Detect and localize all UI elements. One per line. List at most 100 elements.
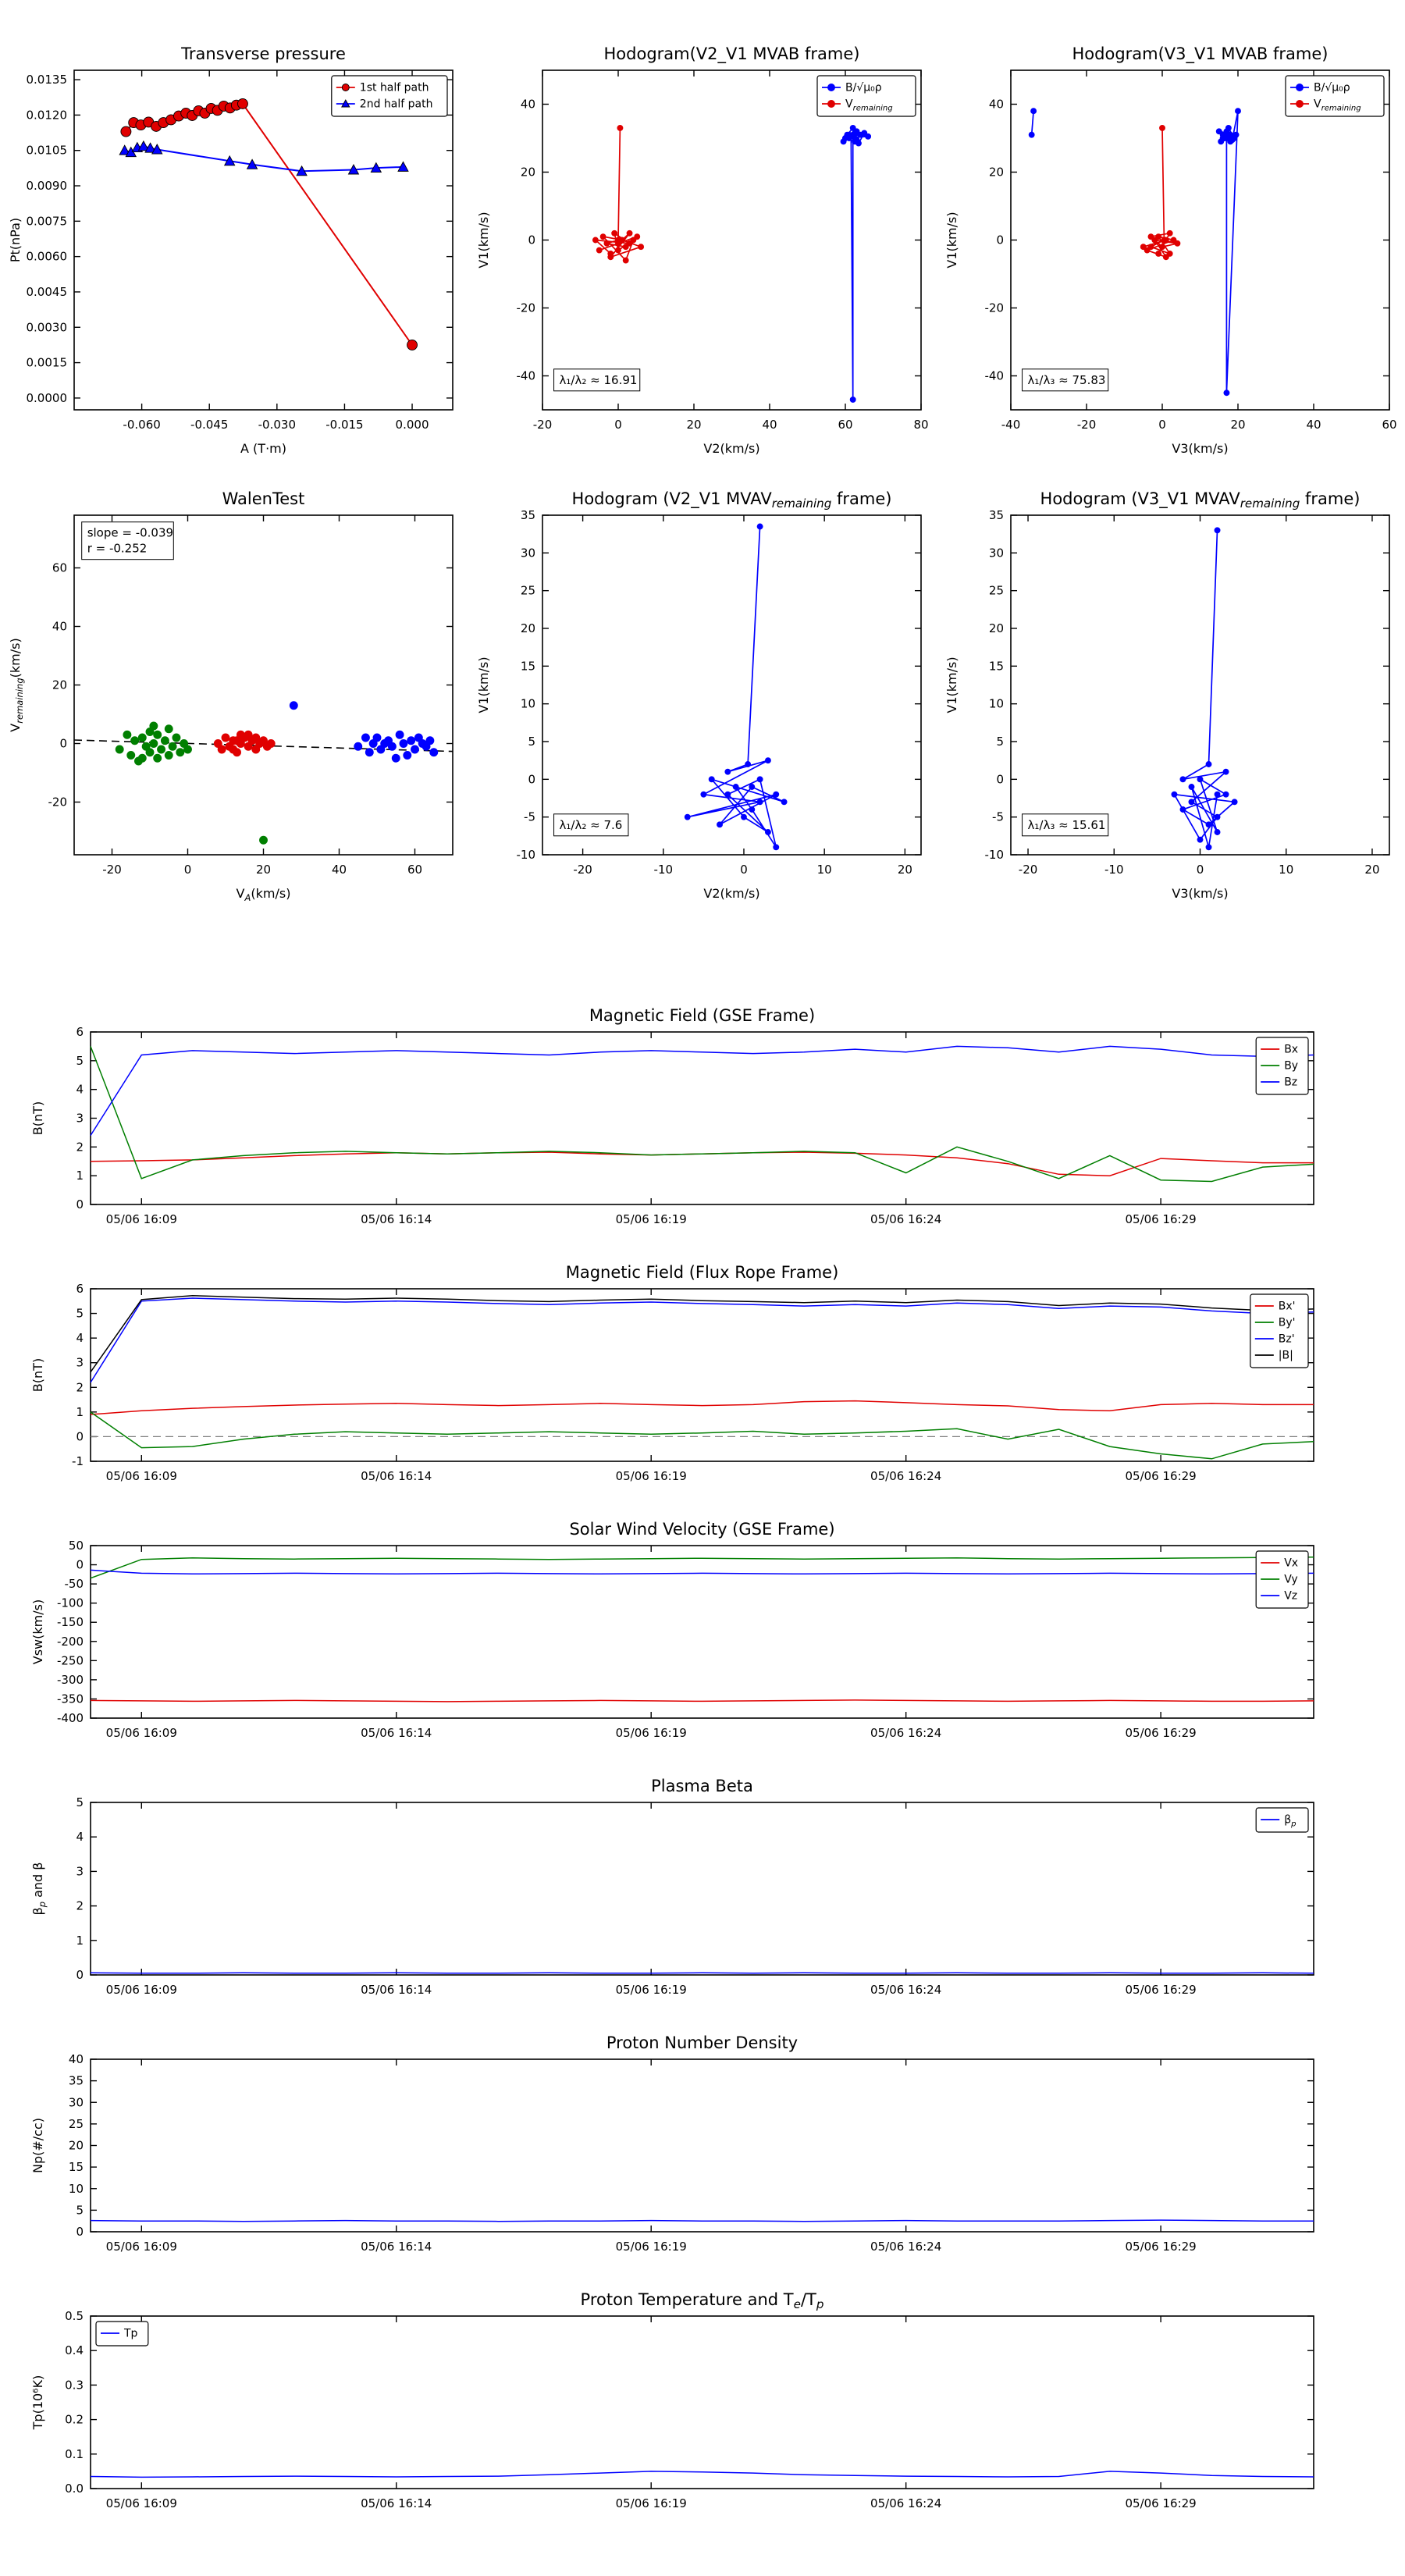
- svg-text:-100: -100: [57, 1596, 84, 1610]
- plasma-beta-svg: Plasma Beta 05/06 16:09 05/06 16:14 05/06 1…: [30, 1777, 1314, 1997]
- chart-magnetic-field-gse: Magnetic Field (GSE Frame) 05/06 16:09 05/…: [0, 996, 1405, 1253]
- svg-text:-20: -20: [1077, 418, 1097, 432]
- svg-text:05/06 16:29: 05/06 16:29: [1126, 1983, 1197, 1997]
- svg-text:VA(km/s): VA(km/s): [237, 886, 291, 903]
- svg-text:V1(km/s): V1(km/s): [476, 656, 491, 713]
- hodogram-v3v1-mvab-svg: Hodogram(V3_V1 MVAB frame) -40 -20 0 20 40 60 -…: [944, 44, 1397, 456]
- svg-text:05/06 16:29: 05/06 16:29: [1126, 1469, 1197, 1483]
- svg-text:20: 20: [256, 863, 271, 877]
- svg-text:0.0135: 0.0135: [27, 73, 68, 87]
- svg-text:20: 20: [1230, 418, 1245, 432]
- svg-text:Vx: Vx: [1284, 1557, 1298, 1570]
- svg-text:20: 20: [521, 165, 535, 180]
- svg-text:0.0: 0.0: [65, 2482, 84, 2496]
- svg-text:0: 0: [528, 233, 535, 247]
- svg-text:Magnetic Field (GSE Frame): Magnetic Field (GSE Frame): [589, 1006, 815, 1025]
- svg-text:4: 4: [76, 1083, 84, 1097]
- svg-text:V3(km/s): V3(km/s): [1172, 886, 1228, 901]
- svg-text:Tp(10⁶K): Tp(10⁶K): [30, 2375, 45, 2431]
- svg-text:-20: -20: [1019, 863, 1038, 877]
- svg-text:-40: -40: [985, 369, 1005, 383]
- svg-text:40: 40: [989, 98, 1004, 112]
- chart-hodogram-v3v1-mvab: Hodogram(V3_V1 MVAB frame) -40 -20 0 20 40 60 -…: [937, 31, 1405, 476]
- svg-text:0: 0: [76, 2225, 84, 2239]
- svg-text:Bz: Bz: [1284, 1076, 1297, 1089]
- svg-text:4: 4: [76, 1331, 84, 1345]
- svg-text:20: 20: [686, 418, 701, 432]
- svg-text:Hodogram(V2_V1 MVAB frame): Hodogram(V2_V1 MVAB frame): [604, 44, 860, 64]
- svg-text:60: 60: [838, 418, 852, 432]
- svg-text:40: 40: [762, 418, 777, 432]
- svg-text:05/06 16:29: 05/06 16:29: [1126, 2240, 1197, 2254]
- svg-text:0: 0: [76, 1968, 84, 1982]
- chart-proton-number-density: Proton Number Density 05/06 16:09 05/06 16…: [0, 2023, 1405, 2280]
- svg-text:50: 50: [69, 1539, 84, 1553]
- svg-text:15: 15: [989, 659, 1004, 673]
- svg-text:35: 35: [521, 508, 535, 522]
- svg-text:0.2: 0.2: [65, 2413, 84, 2427]
- svg-text:05/06 16:14: 05/06 16:14: [361, 1469, 432, 1483]
- svg-text:05/06 16:29: 05/06 16:29: [1126, 1726, 1197, 1740]
- svg-text:B/√μ₀ρ: B/√μ₀ρ: [1314, 82, 1350, 94]
- svg-text:60: 60: [407, 863, 422, 877]
- svg-text:Hodogram(V3_V1 MVAB frame): Hodogram(V3_V1 MVAB frame): [1072, 44, 1329, 64]
- svg-text:15: 15: [69, 2160, 84, 2174]
- svg-text:5: 5: [76, 1795, 84, 1809]
- svg-text:Vy: Vy: [1284, 1574, 1298, 1586]
- svg-text:05/06 16:19: 05/06 16:19: [616, 1726, 687, 1740]
- svg-text:1st half path: 1st half path: [360, 82, 429, 94]
- svg-text:2: 2: [76, 1899, 84, 1913]
- svg-text:Bz': Bz': [1279, 1333, 1295, 1346]
- svg-text:20: 20: [52, 678, 67, 692]
- svg-text:V1(km/s): V1(km/s): [476, 212, 491, 268]
- svg-text:40: 40: [521, 98, 535, 112]
- svg-text:-20: -20: [533, 418, 553, 432]
- svg-text:-250: -250: [57, 1653, 84, 1667]
- svg-text:|B|: |B|: [1279, 1350, 1293, 1362]
- svg-text:2nd half path: 2nd half path: [360, 98, 433, 111]
- svg-text:05/06 16:24: 05/06 16:24: [870, 1983, 941, 1997]
- time-series-block: Magnetic Field (GSE Frame) 05/06 16:09 05/…: [0, 996, 1405, 2537]
- svg-text:λ₁/λ₂ ≈ 7.6: λ₁/λ₂ ≈ 7.6: [560, 818, 623, 832]
- svg-text:5: 5: [76, 2203, 84, 2217]
- svg-text:2: 2: [76, 1380, 84, 1394]
- chart-hodogram-v2v1-mvab: Hodogram(V2_V1 MVAB frame) -20 0 20 40 60 80 -4…: [468, 31, 937, 476]
- svg-text:6: 6: [76, 1282, 84, 1296]
- svg-text:-50: -50: [65, 1577, 84, 1591]
- svg-text:-0.030: -0.030: [258, 418, 296, 432]
- magnetic-field-flux-rope-svg: Magnetic Field (Flux Rope Frame) 05/06 16…: [30, 1263, 1314, 1483]
- svg-text:B/√μ₀ρ: B/√μ₀ρ: [845, 82, 882, 94]
- chart-solar-wind-velocity: Solar Wind Velocity (GSE Frame) 05/06 16:…: [0, 1510, 1405, 1767]
- svg-text:6: 6: [76, 1025, 84, 1039]
- svg-text:-5: -5: [524, 810, 535, 824]
- svg-text:λ₁/λ₃ ≈ 15.61: λ₁/λ₃ ≈ 15.61: [1028, 818, 1106, 832]
- svg-text:λ₁/λ₂ ≈ 16.91: λ₁/λ₂ ≈ 16.91: [560, 373, 638, 387]
- chart-magnetic-field-flux-rope: Magnetic Field (Flux Rope Frame) 05/06 16…: [0, 1253, 1405, 1510]
- plot-row-1: Transverse pressure -0.060 -0.045 -0.030 -0.…: [0, 31, 1405, 476]
- svg-text:05/06 16:09: 05/06 16:09: [106, 1726, 177, 1740]
- svg-text:0: 0: [1158, 418, 1166, 432]
- svg-text:0.0105: 0.0105: [27, 144, 68, 158]
- svg-text:80: 80: [913, 418, 928, 432]
- svg-text:05/06 16:09: 05/06 16:09: [106, 1469, 177, 1483]
- svg-text:-0.045: -0.045: [190, 418, 228, 432]
- svg-text:25: 25: [69, 2117, 84, 2131]
- svg-text:-5: -5: [992, 810, 1004, 824]
- svg-text:2: 2: [76, 1140, 84, 1154]
- svg-text:0.0015: 0.0015: [27, 356, 68, 370]
- svg-text:-1: -1: [72, 1454, 84, 1468]
- svg-text:Solar Wind Velocity (GSE Frame: Solar Wind Velocity (GSE Frame): [569, 1520, 834, 1539]
- svg-text:0.4: 0.4: [65, 2343, 84, 2357]
- hodogram-v3v1-mvav-svg: Hodogram (V3_V1 MVAVremaining frame)-20-…: [944, 489, 1390, 901]
- svg-text:05/06 16:14: 05/06 16:14: [361, 2240, 432, 2254]
- svg-text:0.5: 0.5: [65, 2309, 84, 2323]
- walen-test-svg: WalenTest -20 0 20 40 60 -20 0 20 40 60 VA(km/s) Vre…: [8, 489, 454, 903]
- svg-text:05/06 16:09: 05/06 16:09: [106, 1212, 177, 1226]
- svg-text:-20: -20: [517, 301, 536, 315]
- svg-text:5: 5: [528, 735, 535, 749]
- svg-text:-350: -350: [57, 1692, 84, 1706]
- svg-text:-200: -200: [57, 1635, 84, 1649]
- svg-text:05/06 16:24: 05/06 16:24: [870, 2496, 941, 2510]
- svg-text:Proton Temperature and Te/Tp: Proton Temperature and Te/Tp: [581, 2290, 824, 2311]
- svg-text:-400: -400: [57, 1711, 84, 1725]
